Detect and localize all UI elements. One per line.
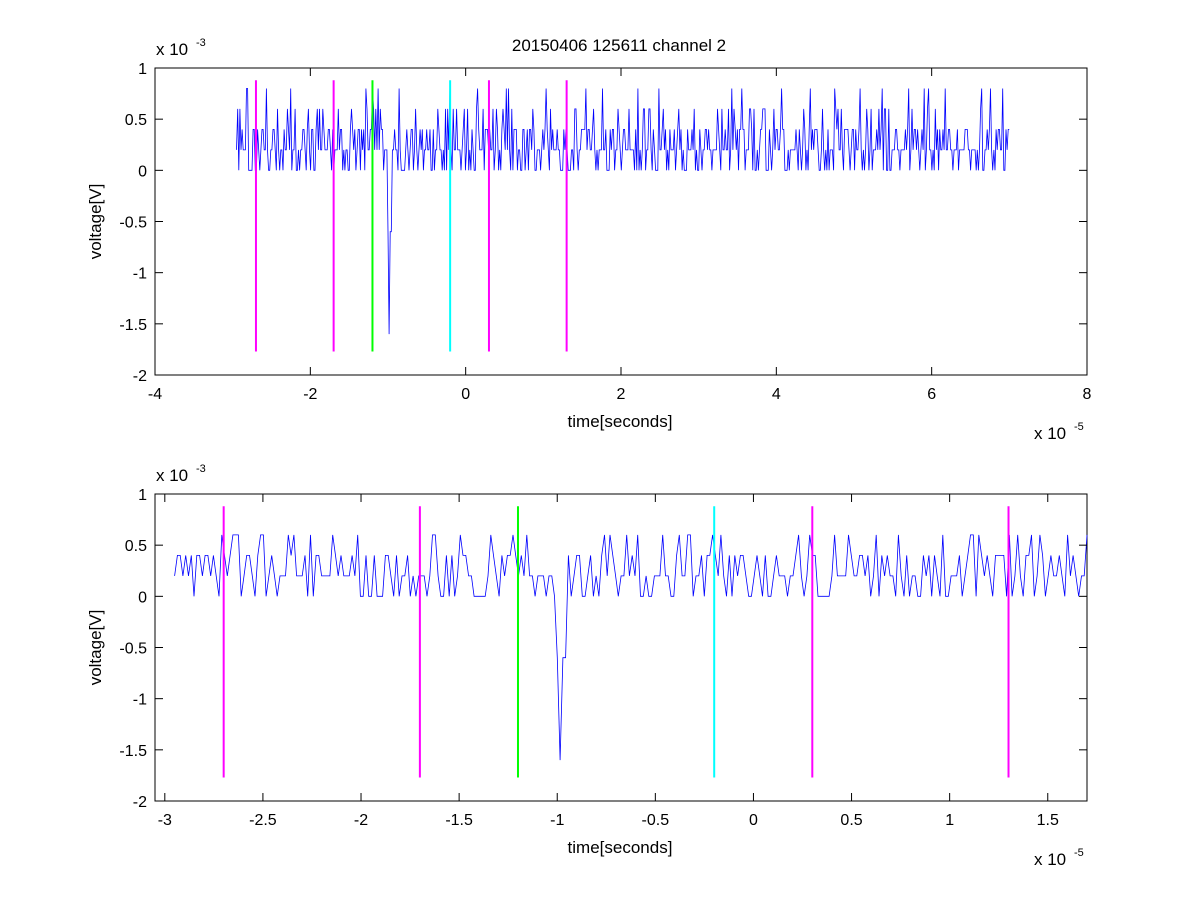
x-tick-label: -4	[148, 386, 162, 403]
y-tick-label: 0.5	[125, 112, 147, 129]
x-axis-label: time[seconds]	[568, 838, 673, 857]
x-axis-multiplier: x 10	[1034, 424, 1066, 443]
figure-title: 20150406 125611 channel 2	[512, 36, 726, 55]
x-tick-label: 2	[617, 386, 626, 403]
plot-area	[154, 493, 1088, 802]
x-axis-multiplier-exponent: -5	[1074, 421, 1084, 433]
y-tick-label: -1	[133, 692, 147, 709]
y-axis-label: voltage[V]	[86, 184, 105, 260]
x-tick-label: 1.5	[1037, 812, 1059, 829]
y-tick-label: 0	[138, 163, 147, 180]
y-axis-multiplier-exponent: -3	[196, 37, 206, 49]
plot-area	[154, 67, 1088, 376]
x-axis-label: time[seconds]	[568, 412, 673, 431]
y-tick-label: -1.5	[119, 317, 147, 334]
y-axis-multiplier-exponent: -3	[196, 463, 206, 475]
y-tick-label: 1	[138, 61, 147, 78]
x-tick-label: 0	[461, 386, 470, 403]
y-tick-label: -0.5	[119, 641, 147, 658]
x-tick-label: 0	[749, 812, 758, 829]
x-tick-label: 4	[772, 386, 781, 403]
x-tick-label: 1	[945, 812, 954, 829]
y-tick-label: -2	[133, 368, 147, 385]
x-tick-label: -2	[354, 812, 368, 829]
y-tick-label: -1	[133, 266, 147, 283]
x-tick-label: -3	[158, 812, 172, 829]
y-tick-label: -2	[133, 794, 147, 811]
top-plot: -4 -2 0 2 4 6 810.50-0.5-1-1.5-2time[seconds]v…	[86, 37, 1092, 443]
x-axis-multiplier-exponent: -5	[1074, 847, 1084, 859]
x-tick-label: -1	[550, 812, 564, 829]
y-axis-multiplier: x 10	[156, 40, 188, 59]
bottom-plot: -3 -2.5 -2 -1.5 -1 -0.5 0 0.5 1 1.5 1 0.5 0 -0.5 -1 -1.…	[86, 463, 1088, 869]
y-tick-label: 0	[138, 589, 147, 606]
voltage-trace-line	[236, 88, 1010, 335]
x-tick-label: 0.5	[840, 812, 862, 829]
y-tick-label: 0.5	[125, 538, 147, 555]
y-tick-label: -0.5	[119, 215, 147, 232]
y-tick-label: -1.5	[119, 743, 147, 760]
x-axis-multiplier: x 10	[1034, 850, 1066, 869]
x-tick-label: -1.5	[445, 812, 473, 829]
x-tick-label: 8	[1083, 386, 1092, 403]
x-tick-label: -2	[303, 386, 317, 403]
y-tick-label: 1	[138, 487, 147, 504]
x-tick-label: 6	[927, 386, 936, 403]
voltage-trace-line	[174, 534, 1088, 761]
y-axis-multiplier: x 10	[156, 466, 188, 485]
y-axis-label: voltage[V]	[86, 610, 105, 686]
x-tick-label: -2.5	[249, 812, 277, 829]
x-tick-label: -0.5	[642, 812, 670, 829]
